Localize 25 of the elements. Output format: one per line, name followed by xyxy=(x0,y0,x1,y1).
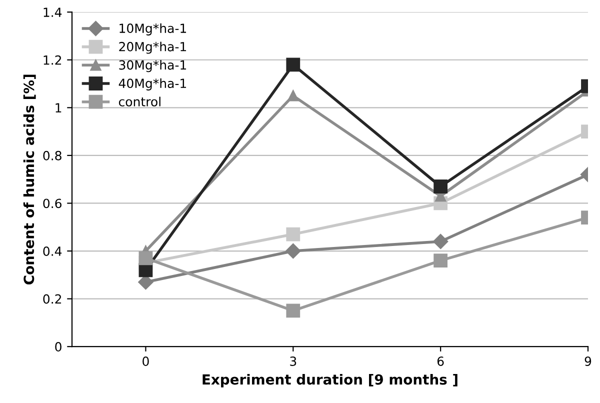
legend-label: 20Mg*ha-1 xyxy=(119,42,186,54)
y-tick-label: 1.2 xyxy=(44,55,62,65)
y-tick-label: 0.8 xyxy=(43,150,62,160)
y-tick-label: 1.4 xyxy=(44,8,62,17)
point xyxy=(286,227,300,242)
y-tick-label: 0.2 xyxy=(43,294,62,304)
point xyxy=(288,90,299,102)
y-tick-label: 0.4 xyxy=(43,246,62,256)
x-tick-label: 6 xyxy=(437,356,444,366)
x-tick-label: 3 xyxy=(290,356,296,366)
y-tick-label: 1 xyxy=(56,103,62,112)
legend-label: 40Mg*ha-1 xyxy=(118,78,186,90)
y-tick-label: 0 xyxy=(55,342,62,352)
y-tick-label: 0.6 xyxy=(43,198,62,208)
legend-label: 10Mg*ha-1 xyxy=(120,23,186,36)
legend-label: 30Mg*ha-1 xyxy=(119,60,186,72)
legend-label: control xyxy=(118,96,160,106)
x-axis-title: Experiment duration [9 months ] xyxy=(202,374,458,388)
point xyxy=(286,243,301,259)
point xyxy=(286,304,300,318)
y-axis-title: Content of humic acids [%] xyxy=(23,74,36,284)
x-tick-label: 0 xyxy=(142,356,149,366)
point xyxy=(286,58,300,72)
x-tick-label: 9 xyxy=(584,356,592,366)
point xyxy=(138,251,153,266)
